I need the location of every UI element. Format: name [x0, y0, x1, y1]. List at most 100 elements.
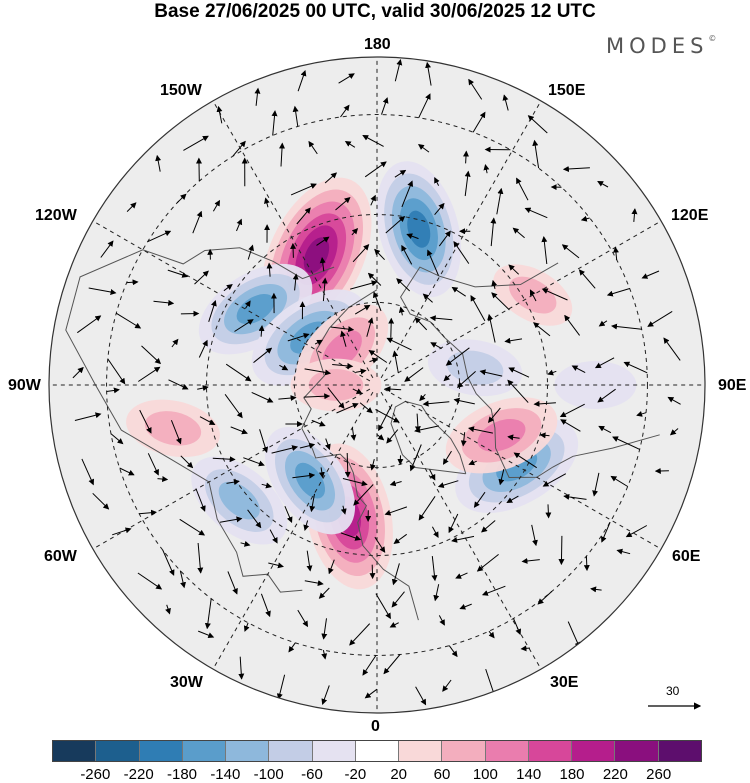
colorbar-tick-label: 140	[516, 766, 542, 783]
lon-label-120w: 120W	[35, 207, 77, 224]
coastline	[400, 262, 660, 479]
wind-arrow	[453, 240, 470, 264]
wind-arrow	[598, 425, 612, 434]
colorbar-swatch	[269, 741, 313, 761]
wind-arrow	[425, 61, 432, 86]
wind-arrow	[383, 654, 401, 675]
wind-arrow	[340, 532, 362, 541]
wind-arrow	[106, 387, 120, 394]
wind-arrow	[208, 299, 217, 322]
wind-arrow	[198, 630, 215, 639]
wind-arrow	[364, 688, 378, 699]
anomaly-contour	[294, 462, 326, 499]
wind-arrow	[404, 367, 424, 382]
wind-arrow	[369, 458, 376, 471]
lon-label-90w: 90W	[8, 377, 41, 394]
wind-arrow	[240, 540, 251, 547]
wind-arrow	[429, 469, 436, 481]
colorbar-ticks: -260 -220 -180 -140 -100 -60 -20 20 60 100 140 180 2…	[0, 766, 750, 783]
wind-arrow	[564, 314, 581, 336]
wind-arrow	[204, 598, 212, 630]
wind-arrow	[558, 535, 565, 566]
meridian-line	[92, 220, 371, 382]
wind-arrow	[496, 187, 504, 215]
wind-arrow	[406, 233, 419, 240]
lon-label-0: 0	[371, 718, 380, 735]
wind-arrow	[304, 368, 332, 376]
wind-arrow	[247, 509, 262, 529]
wind-arrow	[456, 371, 476, 388]
wind-arrow	[370, 194, 376, 206]
wind-arrow	[597, 388, 616, 403]
modes-logo: MODES©	[606, 34, 717, 58]
meridian-line	[383, 388, 662, 550]
meridian-line	[380, 391, 542, 670]
colorbar-swatch	[139, 741, 183, 761]
wind-arrow	[419, 393, 426, 402]
colorbar-tick-label: -100	[253, 766, 284, 783]
wind-arrow	[247, 244, 254, 260]
colorbar-tick-label: 220	[602, 766, 628, 783]
wind-arrow	[612, 436, 640, 450]
wind-arrow	[623, 361, 648, 374]
lon-label-30e: 30E	[550, 674, 579, 691]
map-title: Base 27/06/2025 00 UTC, valid 30/06/2025…	[154, 1, 596, 22]
wind-arrow	[520, 645, 530, 652]
wind-arrow	[321, 618, 328, 640]
wind-arrow	[238, 656, 245, 680]
wind-arrow	[374, 536, 386, 553]
colorbar-tick-label: -180	[166, 766, 198, 783]
wind-arrow	[324, 172, 338, 184]
wind-arrow	[539, 432, 550, 439]
lon-label-30w: 30W	[170, 674, 203, 691]
wind-arrow	[401, 244, 413, 265]
wind-arrow	[194, 270, 209, 285]
latitude-circle	[106, 114, 648, 656]
anomaly-shading	[126, 161, 637, 590]
wind-arrow	[77, 315, 102, 334]
wind-arrow	[355, 368, 367, 375]
wind-arrow	[417, 144, 430, 153]
colorbar-tick-label: 180	[559, 766, 585, 783]
wind-arrow	[251, 391, 274, 403]
wind-arrow	[319, 257, 326, 272]
wind-arrow	[269, 529, 278, 544]
colorbar-swatch	[312, 741, 356, 761]
wind-arrow	[138, 366, 161, 382]
wind-arrow	[590, 586, 602, 593]
wind-arrow	[268, 562, 284, 569]
wind-arrow	[126, 202, 137, 212]
wind-arrow	[384, 386, 402, 393]
wind-arrow	[126, 279, 139, 286]
wind-arrow	[288, 642, 296, 653]
wind-arrow	[391, 563, 400, 586]
wind-arrow	[453, 397, 475, 405]
wind-arrow	[372, 291, 382, 312]
wind-arrow	[504, 337, 523, 344]
wind-arrow	[392, 350, 399, 373]
wind-arrow	[180, 455, 194, 469]
wind-arrow	[321, 649, 328, 660]
wind-arrow	[616, 548, 631, 555]
wind-arrow	[580, 215, 590, 222]
wind-arrow	[422, 293, 433, 303]
wind-arrow	[369, 357, 379, 364]
coastline	[301, 289, 419, 621]
wind-arrow	[311, 419, 326, 427]
colorbar-tick-label: -60	[301, 766, 323, 783]
colorbar-tick-label: 20	[390, 766, 407, 783]
wind-arrow	[304, 580, 324, 587]
wind-arrow	[254, 87, 261, 106]
wind-arrow	[287, 332, 310, 342]
wind-arrow	[468, 459, 477, 466]
wind-arrow	[541, 288, 568, 301]
wind-arrow	[487, 313, 496, 343]
wind-arrow	[389, 622, 399, 628]
wind-arrow	[394, 59, 403, 82]
wind-arrow	[162, 549, 175, 576]
wind-arrow	[219, 516, 243, 523]
wind-arrow	[276, 674, 286, 700]
wind-arrow	[647, 310, 673, 327]
wind-arrow	[176, 193, 187, 204]
